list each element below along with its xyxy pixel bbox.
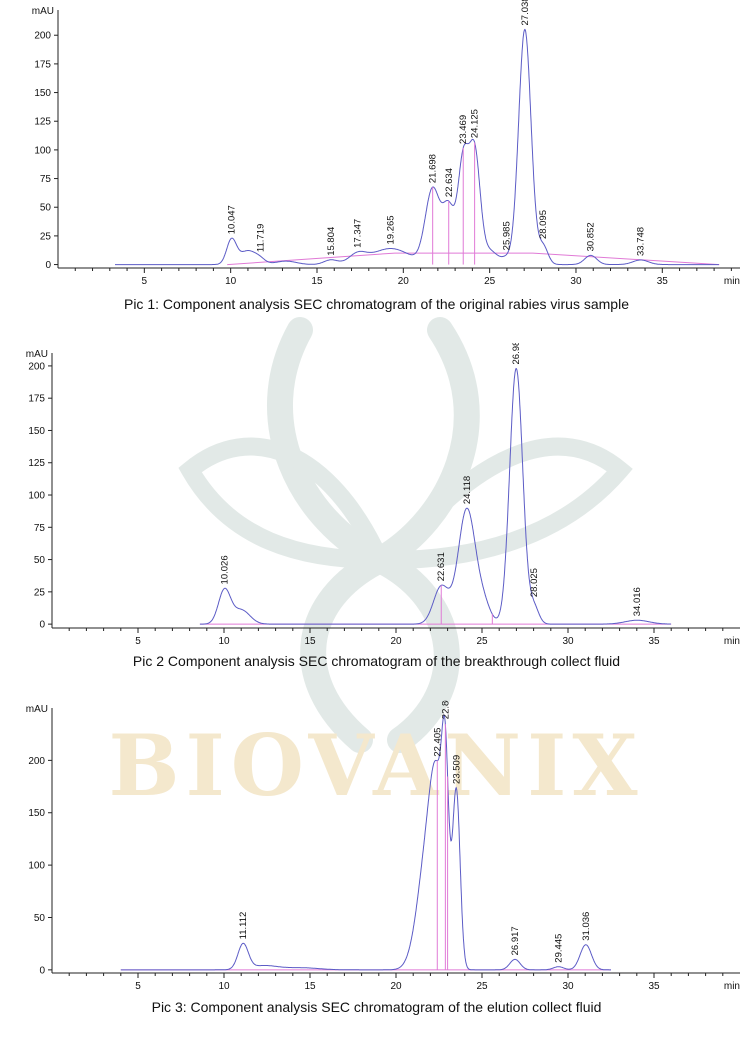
x-tick-label: 5 [142,276,148,287]
peak-label: 22.631 [436,552,447,581]
peak-label: 26.917 [510,926,521,955]
x-tick-label: 35 [648,636,660,647]
y-tick-label: 75 [34,523,46,534]
peak-label: 10.047 [226,205,237,234]
x-tick-label: 35 [648,981,660,992]
y-unit-label: mAU [32,6,54,17]
peak-label: 28.025 [529,568,540,597]
y-tick-label: 125 [28,458,45,469]
x-tick-label: 15 [311,276,323,287]
peak-label: 11.112 [238,912,249,940]
peak-label: 24.118 [462,476,473,504]
y-tick-label: 25 [40,231,52,242]
chromatogram-trace [115,28,719,266]
peak-label: 15.804 [326,227,337,256]
chart-caption-3: Pic 3: Component analysis SEC chromatogr… [151,999,602,1015]
y-tick-label: 150 [28,426,45,437]
chromatogram-trace [120,714,611,971]
x-tick-label: 15 [304,981,316,992]
x-tick-label: 15 [304,636,316,647]
y-tick-label: 50 [40,203,52,214]
x-tick-label: 5 [135,981,141,992]
chart-caption-1: Pic 1: Component analysis SEC chromatogr… [123,296,629,312]
y-unit-label: mAU [26,704,48,715]
y-tick-label: 150 [28,808,45,819]
chromatogram-panel-2: mAU min 0 25 50 75 100 125 150 175 200 5 10 15 20 25 30 3… [0,343,753,683]
x-tick-label: 5 [135,636,141,647]
peak-label: 10.026 [219,555,230,584]
y-unit-label: mAU [26,349,48,360]
x-tick-label: 35 [657,276,669,287]
x-tick-label: 25 [484,276,496,287]
integration-baseline [227,252,720,266]
peak-label: 25.985 [502,221,513,250]
peak-label: 28.095 [538,210,549,239]
peak-label: 21.698 [428,154,439,183]
x-tick-label: 20 [390,636,402,647]
x-unit-label: min [724,636,740,647]
x-tick-label: 10 [225,276,237,287]
peak-label: 34.016 [632,587,643,616]
y-tick-label: 50 [34,555,46,566]
x-unit-label: min [724,981,740,992]
y-tick-label: 200 [28,361,45,372]
peak-label: 27.038 [520,0,531,25]
y-tick-label: 100 [34,145,51,156]
y-tick-label: 125 [34,117,51,128]
x-tick-label: 30 [570,276,582,287]
peak-label: 17.347 [353,219,364,248]
peak-label: 24.125 [470,109,481,138]
x-tick-label: 30 [562,636,574,647]
chromatogram-1-plot: mAU min 0 25 50 75 100 125 150 175 200 5 10 15 20 25 30 3… [32,0,740,287]
peak-label: 33.748 [636,227,647,256]
y-tick-label: 175 [28,394,45,405]
chromatogram-3-plot: mAU min 0 50 100 150 200 5 10 15 20 25 30 35 11.112 22.… [26,700,740,992]
chromatogram-2-plot: mAU min 0 25 50 75 100 125 150 175 200 5 10 15 20 25 30 3… [26,343,740,647]
x-tick-label: 25 [476,636,488,647]
x-tick-label: 10 [218,981,230,992]
y-tick-label: 175 [34,59,51,70]
x-tick-label: 20 [398,276,410,287]
peak-label: 11.719 [255,224,266,252]
chromatogram-trace [199,367,672,625]
peak-label: 19.265 [386,215,397,244]
peak-label: 31.036 [581,912,592,941]
x-tick-label: 10 [218,636,230,647]
chromatogram-panel-3: mAU min 0 50 100 150 200 5 10 15 20 25 30 35 11.112 22.… [0,700,753,1040]
y-tick-label: 0 [39,620,45,631]
y-tick-label: 0 [39,965,45,976]
peak-label: 29.445 [553,934,564,963]
y-tick-label: 150 [34,88,51,99]
chromatogram-panel-1: mAU min 0 25 50 75 100 125 150 175 200 5 10 15 20 25 30 3… [0,0,753,340]
peak-label: 22.634 [444,168,455,197]
y-tick-label: 50 [34,913,46,924]
chart-caption-2: Pic 2 Component analysis SEC chromatogra… [132,653,621,669]
x-unit-label: min [724,276,740,287]
y-tick-label: 100 [28,861,45,872]
y-tick-label: 100 [28,491,45,502]
peak-label: 22.405 [432,728,443,757]
peak-label: 23.509 [451,755,462,784]
y-tick-label: 75 [40,174,52,185]
peak-label: 22.866 [440,700,451,719]
x-tick-label: 25 [476,981,488,992]
peak-label: 26.989 [511,343,522,364]
y-tick-label: 200 [34,31,51,42]
y-tick-label: 200 [28,756,45,767]
y-tick-label: 0 [45,260,51,271]
x-tick-label: 20 [390,981,402,992]
peak-label: 23.469 [458,115,469,144]
y-tick-label: 25 [34,587,46,598]
peak-label: 30.852 [586,222,597,251]
x-tick-label: 30 [562,981,574,992]
